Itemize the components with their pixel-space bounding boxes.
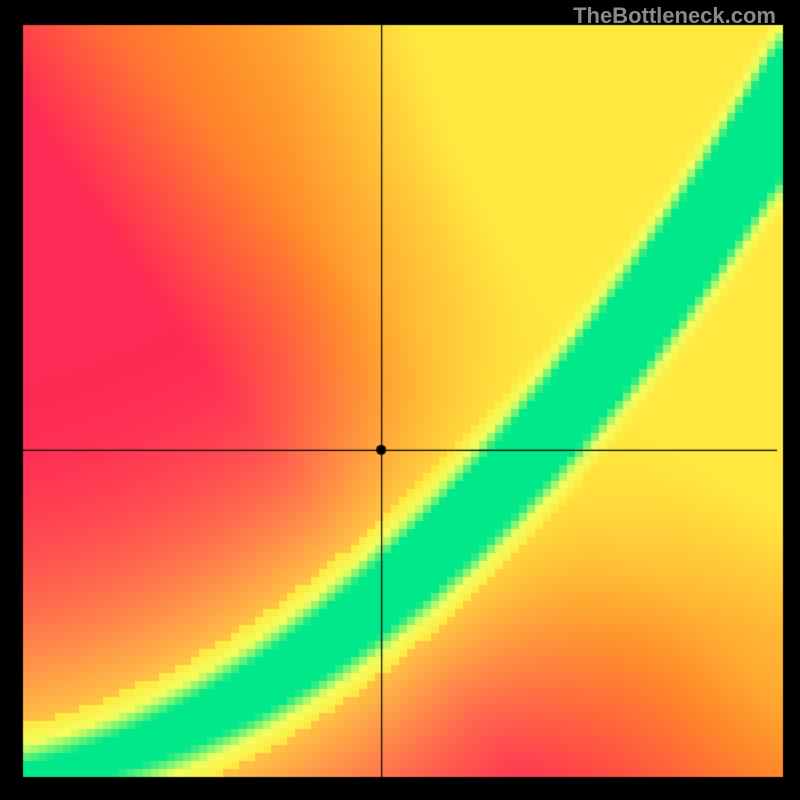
chart-container: TheBottleneck.com — [0, 0, 800, 800]
heatmap-canvas — [0, 0, 800, 800]
source-caption: TheBottleneck.com — [573, 3, 776, 29]
